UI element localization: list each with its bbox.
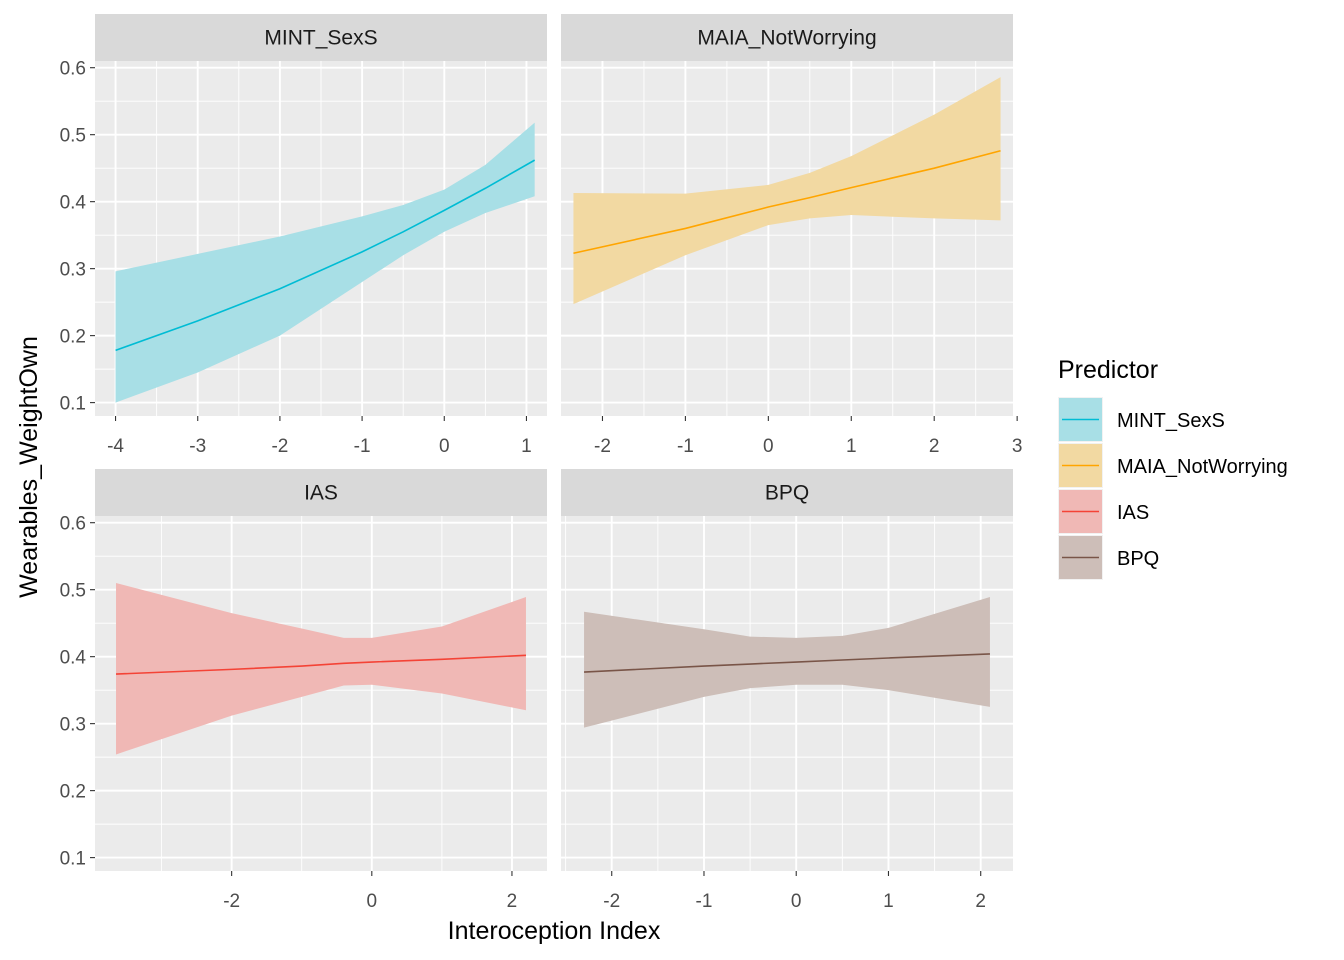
x-tick-label: 2 xyxy=(975,891,986,912)
legend-items: MINT_SexS MAIA_NotWorrying IAS BPQ xyxy=(1058,397,1288,580)
panel-MAIA_NotWorrying: MAIA_NotWorrying -2 -1 0 1 2 3 xyxy=(561,14,1022,457)
x-tick-label: 1 xyxy=(883,891,894,912)
legend-item-MAIA_NotWorrying: MAIA_NotWorrying xyxy=(1058,443,1288,488)
y-tick-label: 0.4 xyxy=(60,193,87,214)
x-tick-label: 0 xyxy=(439,436,450,457)
panel-strip-title: MAIA_NotWorrying xyxy=(697,27,876,50)
x-tick-label: -1 xyxy=(696,891,713,912)
y-tick-label: 0.6 xyxy=(60,59,86,80)
y-tick-label: 0.6 xyxy=(60,514,86,535)
x-tick-label: 0 xyxy=(367,891,378,912)
panel-strip xyxy=(561,469,1013,516)
panel-strip-title: BPQ xyxy=(765,482,809,505)
y-tick-label: 0.4 xyxy=(60,648,87,669)
x-tick-label: -2 xyxy=(594,436,611,457)
panel-strip xyxy=(561,14,1013,61)
fit-line xyxy=(115,159,536,352)
x-tick-label: 1 xyxy=(846,436,857,457)
x-tick-label: 2 xyxy=(507,891,518,912)
x-tick-label: -2 xyxy=(223,891,240,912)
fit-line xyxy=(584,653,990,673)
fit-line xyxy=(573,149,1001,255)
y-tick-label: 0.2 xyxy=(60,782,86,803)
x-tick-label: 0 xyxy=(763,436,774,457)
x-tick-label: -1 xyxy=(354,436,371,457)
legend: Predictor MINT_SexS MAIA_NotWorrying IAS BP… xyxy=(1058,356,1288,580)
panel-strip xyxy=(95,14,547,61)
legend-item-BPQ: BPQ xyxy=(1058,535,1159,580)
y-tick-label: 0.1 xyxy=(60,394,86,415)
legend-label: BPQ xyxy=(1117,548,1159,570)
x-tick-label: -1 xyxy=(677,436,694,457)
legend-label: MAIA_NotWorrying xyxy=(1117,456,1288,478)
panel-MINT_SexS: MINT_SexS -4 -3 -2 -1 0 1 0.1 0.2 0.3 0.4 0.5 0.6 xyxy=(60,14,547,457)
legend-label: IAS xyxy=(1117,502,1149,524)
y-axis-title: Wearables_WeightOwn xyxy=(15,336,43,598)
y-tick-label: 0.1 xyxy=(60,849,86,870)
y-tick-label: 0.3 xyxy=(60,260,86,281)
x-tick-label: 3 xyxy=(1012,436,1023,457)
x-tick-label: 0 xyxy=(791,891,802,912)
panel-BPQ: BPQ -2 -1 0 1 2 xyxy=(561,469,1013,912)
x-tick-label: 1 xyxy=(521,436,532,457)
x-tick-label: -4 xyxy=(107,436,124,457)
panel-strip xyxy=(95,469,547,516)
panel-IAS: IAS -2 0 2 0.1 0.2 0.3 0.4 0.5 0.6 xyxy=(60,469,547,912)
panel-strip-title: IAS xyxy=(304,482,338,505)
x-tick-label: -2 xyxy=(603,891,620,912)
y-tick-label: 0.3 xyxy=(60,715,86,736)
legend-item-IAS: IAS xyxy=(1058,489,1149,534)
panel-strip-title: MINT_SexS xyxy=(264,27,377,50)
confidence-band xyxy=(115,122,535,403)
fit-line xyxy=(115,654,527,675)
x-tick-label: -3 xyxy=(189,436,206,457)
x-axis-title: Interoception Index xyxy=(448,917,661,945)
x-tick-label: -2 xyxy=(271,436,288,457)
legend-item-MINT_SexS: MINT_SexS xyxy=(1058,397,1225,442)
confidence-band xyxy=(573,77,1001,305)
panels-layer: MINT_SexS -4 -3 -2 -1 0 1 0.1 0.2 0.3 0.4 0.5 0.6 MAI… xyxy=(60,14,1022,912)
y-tick-label: 0.5 xyxy=(60,126,86,147)
confidence-band xyxy=(116,582,526,755)
legend-label: MINT_SexS xyxy=(1117,410,1225,432)
y-tick-label: 0.2 xyxy=(60,327,86,348)
legend-title: Predictor xyxy=(1058,356,1158,384)
y-tick-label: 0.5 xyxy=(60,581,86,602)
x-tick-label: 2 xyxy=(929,436,940,457)
